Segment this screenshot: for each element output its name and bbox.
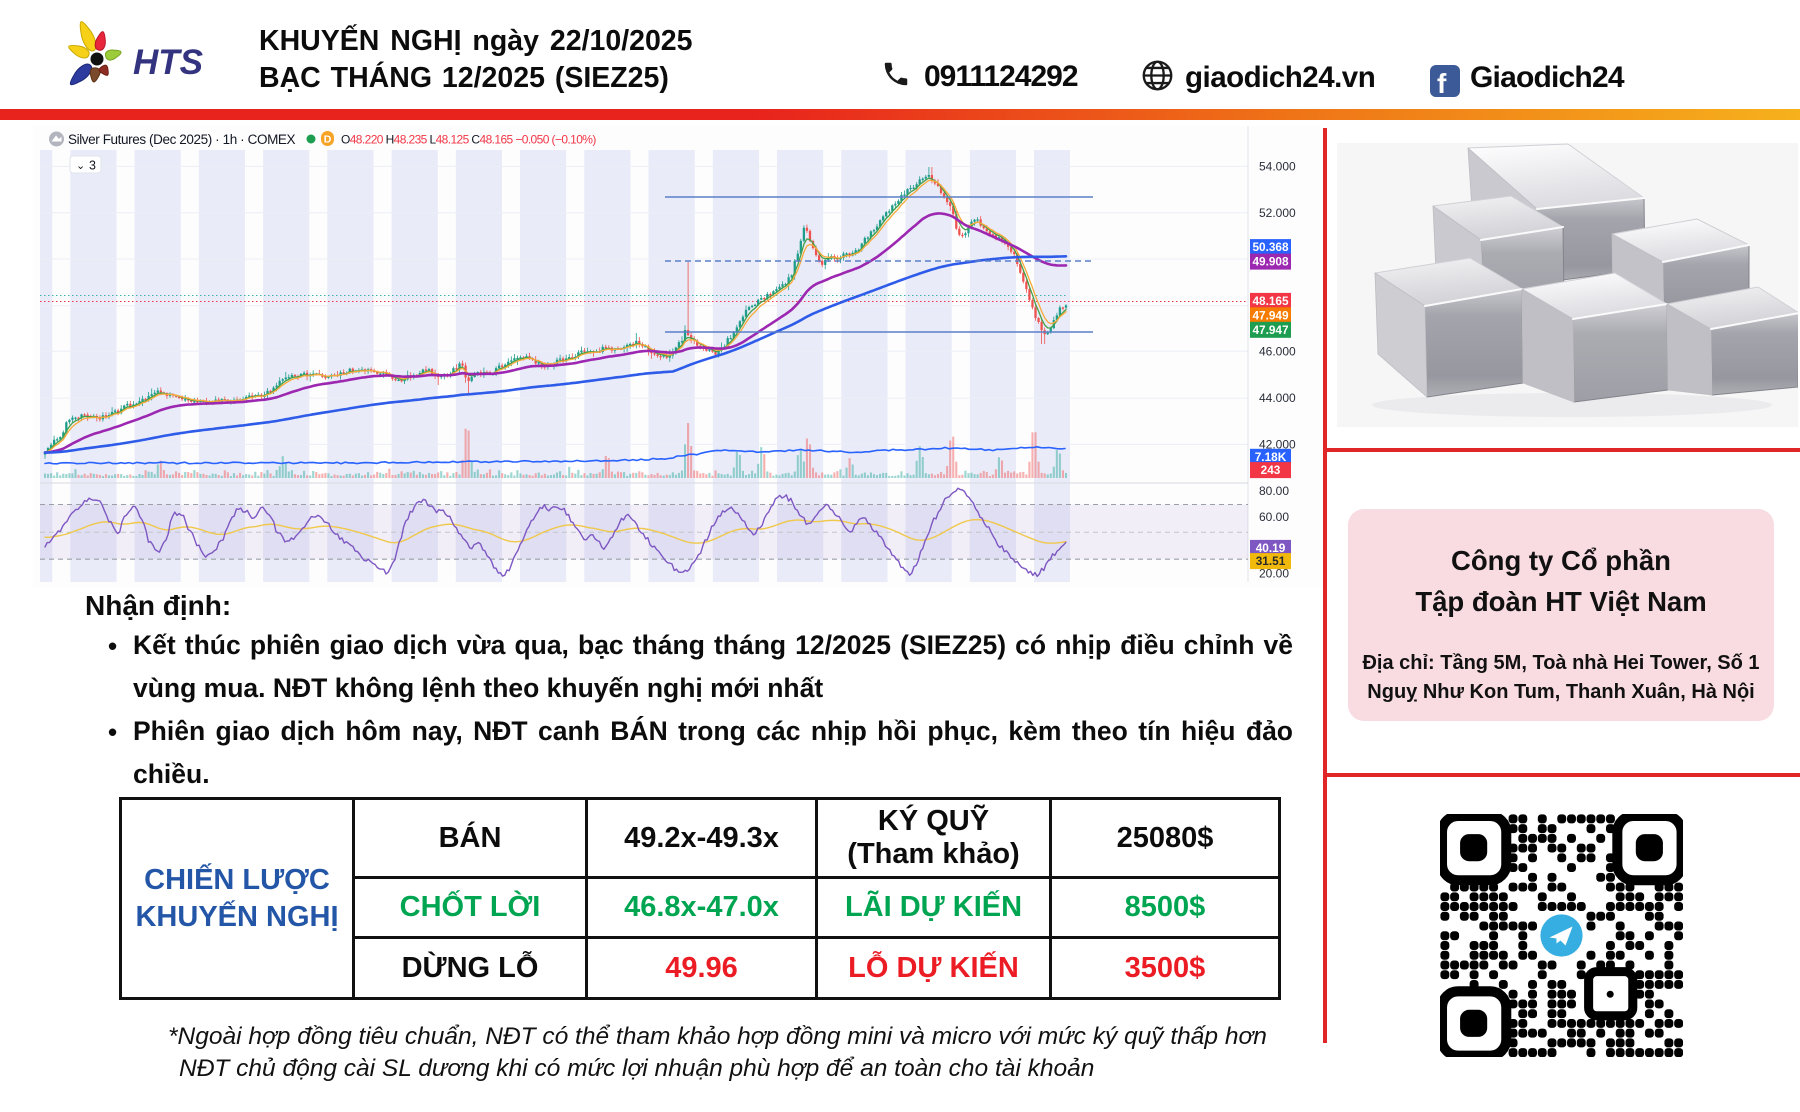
svg-text:Silver Futures (Dec 2025) · 1h: Silver Futures (Dec 2025) · 1h · COMEX bbox=[68, 132, 296, 147]
svg-text:3: 3 bbox=[89, 159, 96, 173]
svg-text:42.000: 42.000 bbox=[1259, 438, 1296, 452]
svg-text:31.51: 31.51 bbox=[1256, 554, 1286, 568]
svg-text:HTS: HTS bbox=[133, 43, 203, 82]
svg-text:47.949: 47.949 bbox=[1252, 308, 1289, 322]
svg-text:47.947: 47.947 bbox=[1252, 323, 1289, 337]
svg-text:46.000: 46.000 bbox=[1259, 344, 1296, 358]
svg-text:243: 243 bbox=[1261, 463, 1281, 477]
svg-text:48.165: 48.165 bbox=[1252, 294, 1289, 308]
svg-text:44.000: 44.000 bbox=[1259, 391, 1296, 405]
svg-text:⌄: ⌄ bbox=[76, 160, 85, 172]
svg-text:O48.220 H48.235 L48.125 C48.16: O48.220 H48.235 L48.125 C48.165 −0.050 (… bbox=[341, 133, 596, 147]
svg-text:50.368: 50.368 bbox=[1252, 240, 1289, 254]
svg-text:7.18K: 7.18K bbox=[1255, 450, 1287, 464]
svg-text:60.00: 60.00 bbox=[1259, 510, 1289, 524]
svg-text:49.908: 49.908 bbox=[1252, 255, 1289, 269]
svg-text:52.000: 52.000 bbox=[1259, 206, 1296, 220]
svg-text:40.19: 40.19 bbox=[1256, 541, 1286, 555]
svg-text:80.00: 80.00 bbox=[1259, 484, 1289, 498]
svg-text:D: D bbox=[324, 134, 332, 146]
svg-text:54.000: 54.000 bbox=[1259, 160, 1296, 174]
svg-text:20.00: 20.00 bbox=[1259, 567, 1289, 581]
